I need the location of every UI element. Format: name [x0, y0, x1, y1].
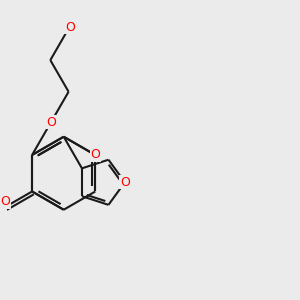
Text: O: O: [65, 21, 75, 34]
Text: O: O: [47, 116, 57, 128]
Text: O: O: [0, 195, 10, 208]
Text: O: O: [90, 148, 100, 161]
Text: O: O: [120, 176, 130, 189]
